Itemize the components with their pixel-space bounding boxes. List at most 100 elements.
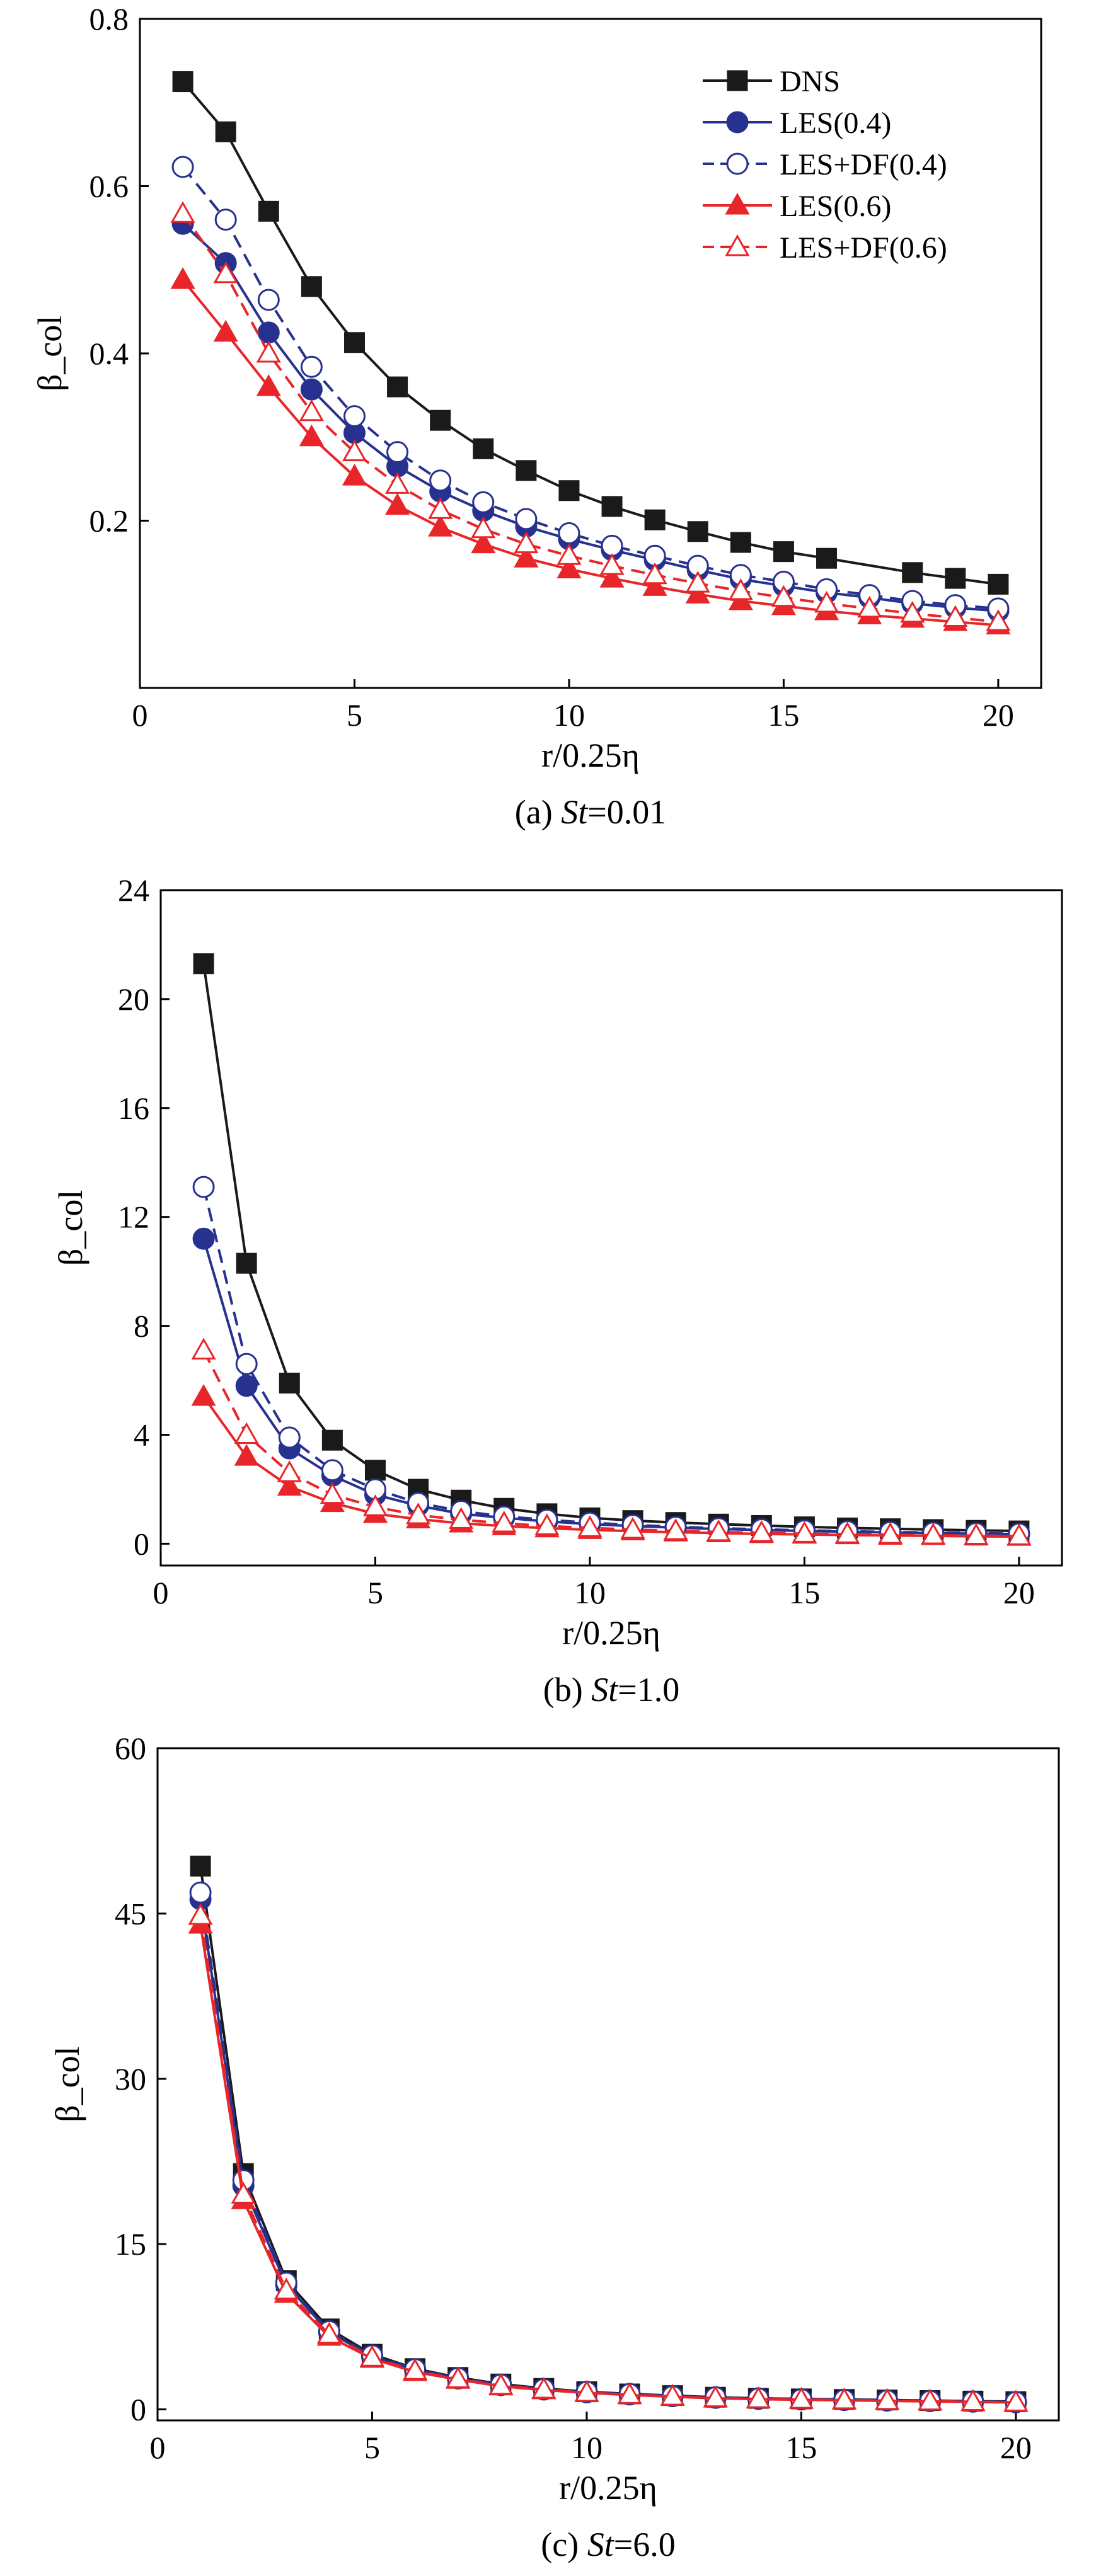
data-point xyxy=(449,1507,474,1529)
caption-value: =0.01 xyxy=(587,793,666,831)
data-point xyxy=(514,546,539,568)
x-axis-label: r/0.25η xyxy=(541,736,640,774)
data-point xyxy=(274,2277,299,2300)
data-point xyxy=(191,1337,216,1360)
x-tick-label: 0 xyxy=(153,1575,169,1610)
data-point xyxy=(236,1252,257,1274)
series-LES+DF(0.6) xyxy=(191,1337,1032,1545)
y-tick-label: 24 xyxy=(118,873,149,908)
data-point xyxy=(706,1519,731,1542)
data-point xyxy=(172,71,193,93)
y-tick-label: 30 xyxy=(115,2061,146,2097)
legend-marker xyxy=(726,152,749,175)
caption-prefix: (b) xyxy=(543,1671,591,1709)
data-point xyxy=(642,562,667,585)
data-point xyxy=(279,1372,300,1394)
data-point xyxy=(1003,2390,1029,2412)
data-point xyxy=(875,2388,900,2410)
series-line xyxy=(202,1349,1019,1538)
data-point xyxy=(362,1494,388,1516)
data-point xyxy=(921,1522,946,1545)
data-point xyxy=(192,1227,215,1250)
data-point xyxy=(558,480,580,501)
data-point xyxy=(788,2386,814,2409)
caption-prefix: (a) xyxy=(515,793,561,831)
y-axis-label: β_col xyxy=(31,316,69,391)
data-point xyxy=(471,516,496,539)
data-point xyxy=(342,464,367,486)
y-tick-label: 0.8 xyxy=(89,1,129,37)
x-axis-label: r/0.25η xyxy=(559,2469,657,2507)
data-point xyxy=(256,374,281,396)
data-point xyxy=(343,332,365,353)
data-point xyxy=(300,355,323,378)
data-point xyxy=(190,1855,211,1877)
data-point xyxy=(556,556,582,578)
data-point xyxy=(834,1521,860,1543)
data-point xyxy=(258,200,279,222)
x-tick-label: 10 xyxy=(574,1575,606,1610)
data-point xyxy=(601,496,623,517)
caption-prefix: (c) xyxy=(541,2526,587,2563)
data-point xyxy=(387,376,408,398)
x-tick-label: 15 xyxy=(768,697,799,733)
data-point xyxy=(687,521,708,542)
legend-entry: LES(0.6) xyxy=(780,190,891,223)
y-tick-label: 60 xyxy=(115,1731,146,1766)
y-axis-label: β_col xyxy=(52,1190,89,1266)
data-point xyxy=(574,2379,599,2402)
data-point xyxy=(343,405,366,428)
data-point xyxy=(617,2382,642,2404)
legend-marker xyxy=(725,192,750,215)
data-point xyxy=(986,609,1011,631)
data-point xyxy=(960,2389,986,2411)
x-tick-label: 0 xyxy=(150,2430,166,2465)
data-point xyxy=(213,261,238,283)
data-point xyxy=(235,1375,258,1397)
data-point xyxy=(234,1444,259,1466)
legend-entry: LES(0.4) xyxy=(780,106,891,140)
data-point xyxy=(299,424,324,447)
y-axis-label: β_col xyxy=(49,2046,86,2122)
y-tick-label: 4 xyxy=(134,1417,149,1453)
data-point xyxy=(364,1460,386,1481)
legend-entry: LES+DF(0.6) xyxy=(780,231,947,265)
data-point xyxy=(728,578,753,600)
data-point xyxy=(405,1502,431,1525)
data-point xyxy=(277,1474,302,1496)
data-point xyxy=(814,590,839,613)
data-point xyxy=(359,2345,385,2367)
data-point xyxy=(277,1460,302,1482)
data-point xyxy=(558,522,580,544)
x-tick-label: 15 xyxy=(788,1575,820,1610)
data-point xyxy=(749,1520,774,1542)
data-point xyxy=(943,605,968,627)
plot-frame xyxy=(159,889,1063,1567)
data-point xyxy=(473,438,494,459)
x-tick-label: 5 xyxy=(347,697,362,733)
data-point xyxy=(256,340,281,363)
data-point xyxy=(515,508,538,530)
data-point xyxy=(446,2366,471,2388)
data-point xyxy=(685,581,710,604)
caption-variable: St xyxy=(591,1671,619,1709)
data-point xyxy=(171,156,194,178)
data-point xyxy=(386,441,409,464)
data-point xyxy=(257,321,280,344)
data-point xyxy=(191,1383,216,1406)
data-point xyxy=(316,2321,342,2344)
data-point xyxy=(792,1521,817,1543)
data-point xyxy=(472,491,495,513)
data-point xyxy=(488,2373,514,2395)
data-point xyxy=(299,399,324,421)
data-point xyxy=(771,585,797,607)
legend-marker xyxy=(727,70,748,91)
series-LES+DF(0.6) xyxy=(188,1903,1029,2412)
x-tick-label: 10 xyxy=(553,697,585,733)
data-point xyxy=(471,531,496,554)
data-point xyxy=(301,276,322,297)
data-point xyxy=(703,2385,728,2408)
chart-a: 0 5 10 15 20 0.2 0.4 0.6 0.8 r/0.25η β_col (a) St=0… xyxy=(31,1,1042,831)
